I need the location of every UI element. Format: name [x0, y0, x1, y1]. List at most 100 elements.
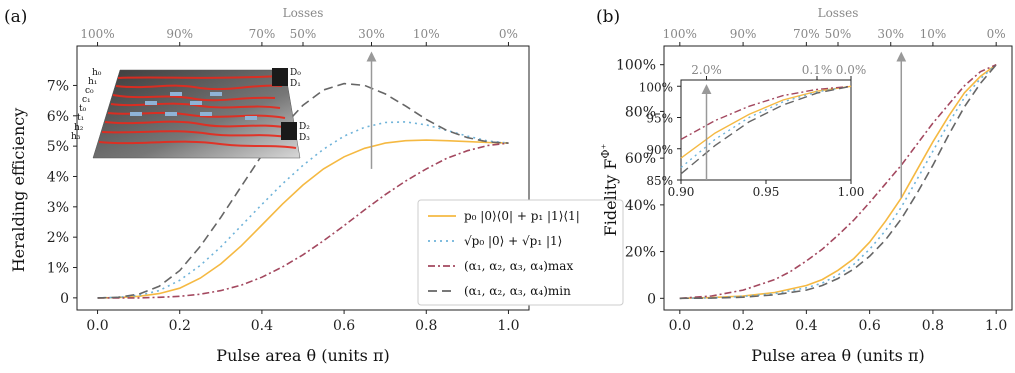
tick-label: 90%	[730, 27, 757, 41]
detector-label: D₂	[299, 122, 310, 132]
panel-b-y-label: Fidelity F	[601, 159, 620, 237]
chip-label: h₃	[71, 132, 81, 142]
tick-label: 0.8	[415, 318, 437, 334]
tick-label: 2%	[47, 230, 69, 246]
series-line-2	[680, 85, 852, 169]
waveguide	[104, 120, 291, 129]
tick-label: 40%	[625, 198, 656, 214]
panel-b-y-label-group: Fidelity FΦ⁺	[599, 143, 620, 236]
tick-label: 7%	[47, 78, 69, 94]
waveguide	[101, 130, 294, 139]
legend-entry: p₀ |0⟩⟨0| + p₁ |1⟩⟨1|	[464, 209, 580, 223]
tick-label: 0.2	[732, 318, 754, 334]
tick-label: 30%	[877, 27, 904, 41]
panel-a-y-label: Heralding efficiency	[9, 108, 28, 273]
panel-a-top-ticks: 100% 90% 70% 50% 30% 10% 0%	[80, 27, 518, 46]
tick-label: 0.4	[795, 318, 817, 334]
chip-label: h₁	[88, 77, 97, 87]
tick-label: 1%	[47, 261, 69, 277]
panel-a-y-ticks: 0 1% 2% 3% 4% 5% 6% 7%	[47, 78, 77, 307]
waveguide	[112, 94, 276, 102]
tick-label: 100%	[616, 58, 656, 74]
panel-b-x-ticks: 0.0 0.2 0.4 0.6 0.8 1.0	[669, 310, 1007, 334]
tick-label: 70%	[793, 27, 820, 41]
tick-label: 70%	[249, 27, 276, 41]
tick-label: 3%	[47, 200, 69, 216]
tick-label: 1.0	[497, 318, 519, 334]
chip-label: h₀	[92, 68, 102, 78]
panel-a-x-label: Pulse area θ (units π)	[216, 346, 389, 365]
tick-label: 50%	[290, 27, 317, 41]
chip-label: t₁	[77, 113, 84, 123]
tick-label: 100%	[663, 27, 697, 41]
panel-b-x-label: Pulse area θ (units π)	[751, 346, 924, 365]
panel-a-x-ticks: 0.0 0.2 0.4 0.6 0.8 1.0	[86, 310, 520, 334]
tick-label: 100%	[80, 27, 114, 41]
inset-frame	[680, 79, 852, 181]
tick-label: 0	[60, 291, 69, 307]
series-line-2	[97, 121, 509, 299]
phase-shifter	[130, 112, 142, 116]
phase-shifter	[210, 92, 222, 96]
phase-shifter	[165, 112, 177, 116]
tick-label: 30%	[358, 27, 385, 41]
detector-label: D₁	[290, 79, 301, 89]
series-line-3	[680, 85, 852, 141]
tick-label: 0.6	[859, 318, 881, 334]
phase-shifter	[245, 116, 257, 120]
tick-label: 90%	[166, 27, 193, 41]
phase-shifter	[190, 101, 202, 105]
panel-b-top-axis-label: Losses	[818, 6, 859, 20]
legend-box	[417, 199, 624, 306]
panel-a-label: (a)	[4, 7, 27, 27]
inset-top-ticks: 2.0% 0.1% 0.0%	[691, 63, 866, 80]
legend-entry: (α₁, α₂, α₃, α₄)max	[464, 259, 573, 273]
tick-label: 4%	[47, 169, 69, 185]
detector-label: D₃	[299, 133, 310, 143]
series-line-3	[97, 142, 509, 299]
chip-label: h₂	[74, 123, 84, 133]
phase-shifter	[170, 92, 182, 96]
tick-label: 5%	[47, 139, 69, 155]
tick-label: 0.0%	[836, 63, 867, 77]
tick-label: 10%	[413, 27, 440, 41]
tick-label: 0.1%	[802, 63, 833, 77]
tick-label: 20%	[625, 245, 656, 261]
phase-shifter	[200, 112, 212, 116]
detector-label: D₀	[290, 68, 301, 78]
panel-b-y-label-sub: Φ⁺	[599, 143, 612, 158]
series-line-4	[680, 85, 852, 175]
panel-a-legend: p₀ |0⟩⟨0| + p₁ |1⟩⟨1| √p₀ |0⟩ + √p₁ |1⟩ (α…	[417, 199, 624, 306]
panel-b-series	[679, 63, 997, 300]
tick-label: 85%	[646, 174, 673, 188]
tick-label: 100%	[639, 80, 673, 94]
panel-b: 0.0 0.2 0.4 0.6 0.8 1.0 0 20% 40% 60% 80% 100% 100…	[599, 6, 1013, 365]
tick-label: 0.0	[86, 318, 108, 334]
tick-label: 0%	[499, 27, 518, 41]
tick-label: 90%	[646, 143, 673, 157]
series-line-2	[679, 64, 997, 300]
tick-label: 95%	[646, 112, 673, 126]
tick-label: 0	[647, 291, 656, 307]
svg-text:Fidelity FΦ⁺: Fidelity FΦ⁺	[599, 143, 620, 236]
tick-label: 0.8	[922, 318, 944, 334]
panel-a-top-axis-label: Losses	[283, 6, 324, 20]
waveguide	[117, 75, 281, 79]
tick-label: 80%	[625, 104, 656, 120]
panel-a-series	[97, 82, 509, 299]
chip-label: c₀	[85, 86, 94, 96]
tick-label: 0.0	[669, 318, 691, 334]
tick-label: 2.0%	[691, 63, 722, 77]
tick-label: 0.4	[251, 318, 273, 334]
tick-label: 50%	[825, 27, 852, 41]
waveguide	[98, 140, 297, 149]
waveguide	[110, 102, 281, 109]
tick-label: 0.2	[169, 318, 191, 334]
inset-x-ticks: 0.90 0.95 1.00	[668, 180, 864, 199]
panel-a: 0.0 0.2 0.4 0.6 0.8 1.0 0 1% 2% 3% 4% 5% 6% 7% 100% 9…	[9, 6, 624, 365]
legend-entry: √p₀ |0⟩ + √p₁ |1⟩	[464, 234, 562, 248]
chip-label: c₁	[82, 95, 91, 105]
